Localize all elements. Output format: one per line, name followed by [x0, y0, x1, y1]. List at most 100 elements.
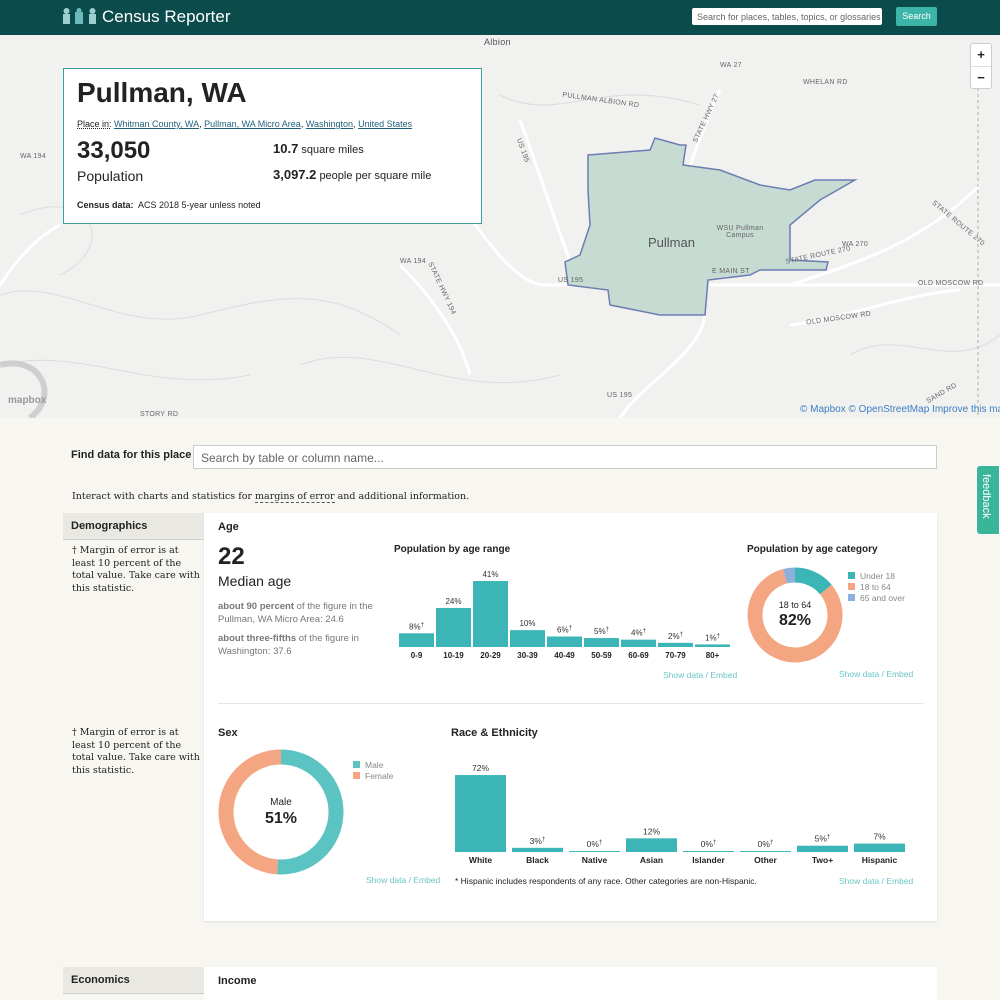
sep: / — [881, 876, 884, 886]
value-label: 12% — [643, 826, 660, 836]
attribution-link[interactable]: © OpenStreetMap — [848, 404, 930, 415]
legend: Under 18 18 to 64 65 and over — [848, 570, 905, 603]
search-button[interactable]: Search — [896, 7, 937, 26]
value-label-text: 7% — [873, 832, 886, 842]
chart-title: Race & Ethnicity — [451, 727, 538, 739]
value-label: 3%† — [530, 836, 546, 846]
place-in-label: Place in: — [77, 119, 112, 129]
value-label-text: 0% — [758, 839, 771, 849]
place-link[interactable]: Pullman, WA Micro Area — [204, 119, 301, 129]
donut-slice — [218, 749, 282, 875]
show-data[interactable]: Show data — [663, 670, 704, 680]
moe-dagger: † — [717, 633, 720, 639]
category-label: 20-29 — [480, 651, 501, 660]
map-label: Pullman — [648, 235, 695, 250]
chart-title: Population by age range — [394, 544, 511, 555]
category-label: 40-49 — [554, 651, 575, 660]
feedback-tab[interactable]: feedback — [976, 465, 1000, 535]
population-label: Population — [77, 168, 144, 184]
bar — [569, 851, 620, 852]
attribution-link[interactable]: © Mapbox — [800, 404, 846, 415]
area-label: square miles — [301, 144, 364, 156]
embed[interactable]: Embed — [413, 875, 441, 885]
legend-item: 65 and over — [848, 592, 905, 603]
race-bar-chart: 72%White3%†Black0%†Native12%Asian0%†Isla… — [455, 763, 905, 865]
chart-links: Show data / Embed — [839, 876, 913, 886]
place-link[interactable]: Whitman County, WA — [114, 119, 200, 129]
attribution-link[interactable]: Improve this map — [932, 404, 1000, 415]
find-input[interactable]: Search by table or column name... — [193, 445, 937, 469]
map-label: WA 270 — [842, 241, 869, 248]
search-input[interactable]: Search for places, tables, topics, or gl… — [692, 8, 882, 25]
value-label-text: 1% — [705, 633, 717, 642]
map-label: OLD MOSCOW RD — [918, 280, 984, 287]
value-label-text: 3% — [530, 836, 543, 846]
show-data[interactable]: Show data — [839, 876, 880, 886]
bar — [512, 847, 563, 852]
mapbox-logo[interactable]: mapbox — [8, 395, 47, 406]
category-label: 70-79 — [665, 651, 686, 660]
value-label: 6%† — [557, 625, 572, 634]
comparison-bold: about three-fifths — [218, 633, 297, 644]
map-label: WA 27 — [720, 62, 742, 69]
zoom-in[interactable]: + — [971, 44, 991, 67]
census-value: ACS 2018 5-year unless noted — [138, 200, 261, 210]
value-label-text: 5% — [815, 834, 828, 844]
place-link[interactable]: Washington — [305, 119, 354, 129]
moe-link[interactable]: margins of error — [255, 491, 335, 503]
logo-text[interactable]: Census Reporter — [102, 7, 231, 26]
embed[interactable]: Embed — [886, 876, 914, 886]
note: Margin of error is at least 10 percent o… — [72, 545, 200, 594]
show-data[interactable]: Show data — [366, 875, 407, 885]
density: 3,097.2 people per square mile — [273, 167, 431, 182]
value-label-text: 12% — [643, 826, 660, 836]
show-data[interactable]: Show data — [839, 669, 880, 679]
category-label: Other — [754, 855, 777, 865]
value-label: 4%† — [631, 629, 646, 638]
chart-links: Show data / Embed — [839, 669, 913, 679]
category-label: Hispanic — [862, 855, 898, 865]
age-bar-chart: 8%†0-924%10-1941%20-2910%30-396%†40-495%… — [399, 570, 730, 660]
bar — [621, 639, 656, 647]
zoom-out[interactable]: − — [977, 70, 985, 85]
legend-item: Under 18 — [848, 570, 905, 581]
census-data: Census data: ACS 2018 5-year unless note… — [77, 200, 261, 210]
area: 10.7 square miles — [273, 141, 364, 156]
comparison-text: of the figure in Washington: 37.6 — [218, 633, 359, 657]
legend: Male Female — [353, 759, 393, 781]
density-value: 3,097.2 — [273, 167, 317, 182]
moe-dagger: † — [606, 627, 609, 633]
donut-slice — [747, 568, 843, 663]
embed[interactable]: Embed — [710, 670, 738, 680]
moe-dagger: † — [680, 632, 683, 638]
logo-icon — [63, 8, 96, 24]
value-label-text: 72% — [472, 763, 489, 773]
legend-label: 18 to 64 — [860, 581, 891, 592]
divider — [218, 703, 924, 704]
sep: / — [408, 875, 411, 885]
value-label-text: 5% — [594, 627, 606, 636]
legend-swatch — [353, 772, 360, 779]
chart-title: Population by age category — [747, 544, 878, 555]
value-label: 7% — [873, 832, 886, 842]
legend-label: Female — [365, 770, 394, 781]
donut-center-label: Male — [270, 797, 292, 808]
map-label: WHELAN RD — [803, 79, 848, 86]
value-label: 10% — [519, 619, 535, 628]
bar — [455, 775, 506, 852]
header: Census Reporter Search for places, table… — [0, 0, 1000, 35]
donut-slice — [794, 567, 832, 595]
legend-label: Male — [365, 759, 384, 770]
dagger: † — [72, 727, 77, 738]
place-link[interactable]: United States — [358, 119, 413, 129]
value-label: 72% — [472, 763, 489, 773]
bar — [854, 843, 905, 852]
legend-label: 65 and over — [860, 592, 905, 603]
category-label: Asian — [640, 855, 663, 865]
note: Margin of error is at least 10 percent o… — [72, 727, 200, 776]
donut-slice — [277, 749, 344, 875]
bar — [740, 851, 791, 852]
embed[interactable]: Embed — [886, 669, 914, 679]
category-label: White — [469, 855, 492, 865]
category-label: Native — [582, 855, 608, 865]
